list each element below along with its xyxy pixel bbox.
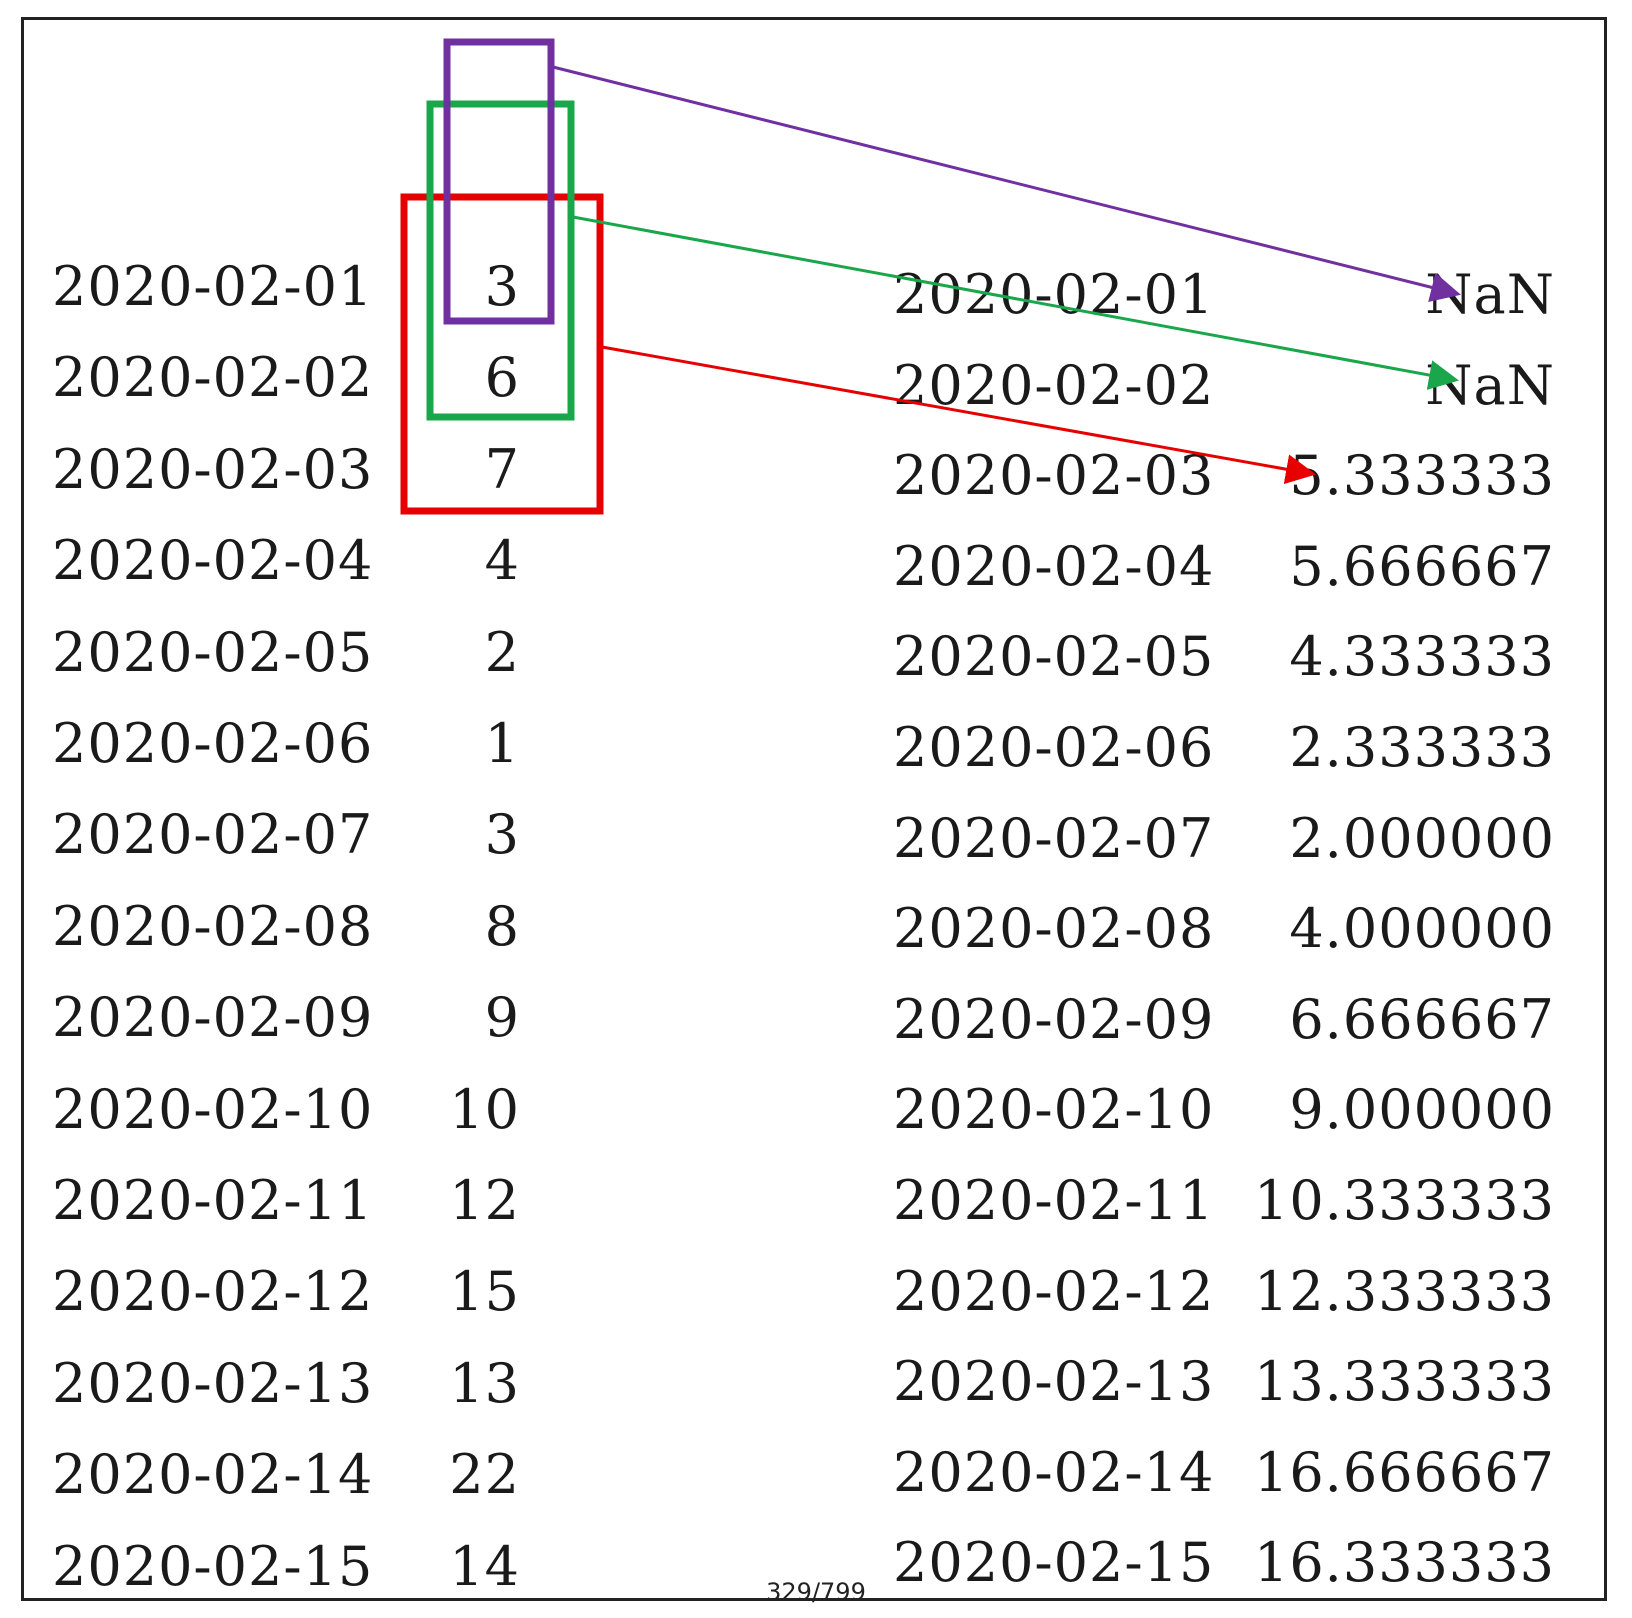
output-value-cell: 5.333333: [1289, 444, 1555, 507]
output-date-cell: 2020-02-04: [893, 535, 1215, 598]
input-value-cell: 10: [449, 1078, 520, 1141]
output-value-cell: 16.666667: [1253, 1441, 1555, 1504]
input-value-cell: 12: [449, 1169, 520, 1232]
output-date-cell: 2020-02-13: [893, 1350, 1215, 1413]
output-date-cell: 2020-02-10: [893, 1078, 1215, 1141]
output-date-cell: 2020-02-15: [893, 1531, 1215, 1594]
input-date-cell: 2020-02-08: [52, 895, 374, 958]
input-date-cell: 2020-02-11: [52, 1169, 374, 1232]
input-date-cell: 2020-02-03: [52, 438, 374, 501]
output-value-cell: 4.000000: [1289, 897, 1555, 960]
output-value-cell: 2.000000: [1289, 807, 1555, 870]
input-value-cell: 9: [484, 986, 520, 1049]
input-value-cell: 2: [484, 621, 520, 684]
input-date-cell: 2020-02-07: [52, 803, 374, 866]
output-value-cell: 16.333333: [1253, 1531, 1555, 1594]
input-date-cell: 2020-02-04: [52, 529, 374, 592]
output-date-cell: 2020-02-12: [893, 1260, 1215, 1323]
input-value-cell: 7: [484, 438, 520, 501]
input-value-cell: 6: [484, 346, 520, 409]
arrow-red: [601, 345, 1316, 485]
arrow-green: [572, 215, 1459, 390]
input-date-cell: 2020-02-12: [52, 1260, 374, 1323]
output-value-cell: 4.333333: [1289, 625, 1555, 688]
arrow-purple: [552, 65, 1461, 302]
output-value-cell: 13.333333: [1253, 1350, 1555, 1413]
window-box-red: [400, 193, 604, 515]
input-date-cell: 2020-02-15: [52, 1535, 374, 1598]
input-value-cell: 4: [484, 529, 520, 592]
window-box-green: [426, 100, 575, 421]
input-date-cell: 2020-02-14: [52, 1443, 374, 1506]
output-value-cell: 5.666667: [1289, 535, 1555, 598]
input-date-cell: 2020-02-09: [52, 986, 374, 1049]
input-value-cell: 8: [484, 895, 520, 958]
output-date-cell: 2020-02-11: [893, 1169, 1215, 1232]
input-value-cell: 13: [449, 1352, 520, 1415]
page-number: 329/799: [766, 1578, 866, 1606]
output-date-cell: 2020-02-06: [893, 716, 1215, 779]
window-box-purple: [443, 38, 555, 325]
input-value-cell: 3: [484, 803, 520, 866]
output-date-cell: 2020-02-01: [893, 263, 1215, 326]
output-value-cell: 6.666667: [1289, 988, 1555, 1051]
input-date-cell: 2020-02-13: [52, 1352, 374, 1415]
output-date-cell: 2020-02-14: [893, 1441, 1215, 1504]
input-date-cell: 2020-02-06: [52, 712, 374, 775]
input-value-cell: 1: [484, 712, 520, 775]
output-date-cell: 2020-02-08: [893, 897, 1215, 960]
input-value-cell: 22: [449, 1443, 520, 1506]
output-date-cell: 2020-02-05: [893, 625, 1215, 688]
input-date-cell: 2020-02-02: [52, 346, 374, 409]
output-date-cell: 2020-02-03: [893, 444, 1215, 507]
input-date-cell: 2020-02-05: [52, 621, 374, 684]
output-date-cell: 2020-02-09: [893, 988, 1215, 1051]
input-value-cell: 15: [449, 1260, 520, 1323]
input-value-cell: 14: [449, 1535, 520, 1598]
output-value-cell: 9.000000: [1289, 1078, 1555, 1141]
diagram-frame: [21, 17, 1607, 1601]
output-date-cell: 2020-02-02: [893, 354, 1215, 417]
output-date-cell: 2020-02-07: [893, 807, 1215, 870]
output-value-cell: 10.333333: [1253, 1169, 1555, 1232]
input-date-cell: 2020-02-10: [52, 1078, 374, 1141]
output-value-cell: 12.333333: [1253, 1260, 1555, 1323]
input-date-cell: 2020-02-01: [52, 255, 374, 318]
input-value-cell: 3: [484, 255, 520, 318]
output-value-cell: 2.333333: [1289, 716, 1555, 779]
